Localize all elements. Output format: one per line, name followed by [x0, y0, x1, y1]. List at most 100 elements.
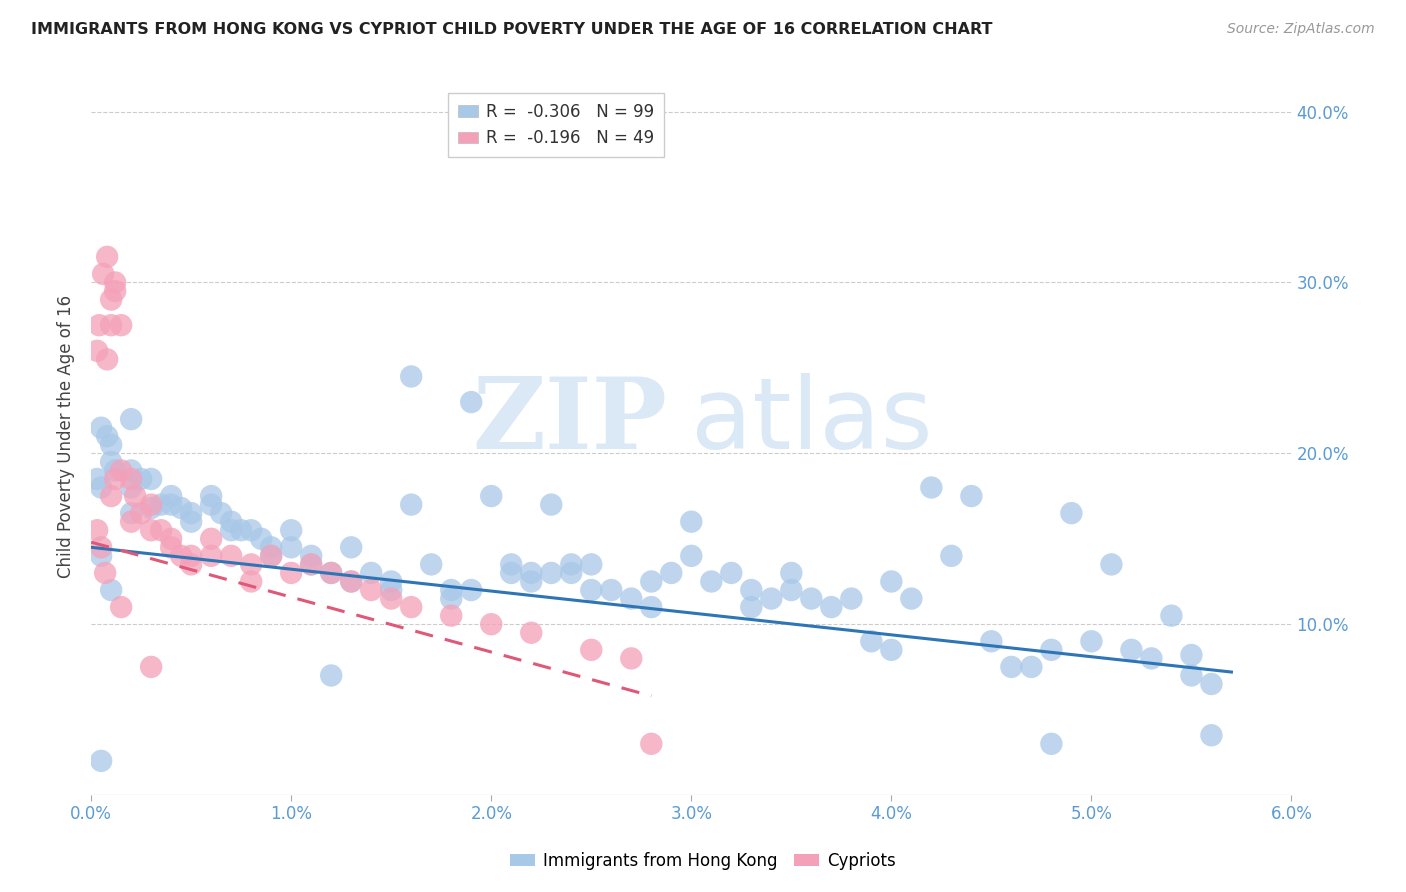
Point [260, 549, 283, 563]
Point [86, 523, 108, 537]
Point [399, 498, 422, 512]
Text: ZIP: ZIP [472, 374, 668, 470]
Point [150, 498, 173, 512]
Point [581, 643, 603, 657]
Point [581, 582, 603, 597]
Point [209, 506, 232, 520]
Point [1160, 608, 1182, 623]
Point [180, 549, 202, 563]
Point [110, 318, 132, 333]
Point [520, 566, 543, 580]
Point [280, 523, 302, 537]
Point [120, 412, 142, 426]
Point [100, 293, 122, 307]
Point [600, 582, 623, 597]
Point [100, 455, 122, 469]
Point [681, 549, 703, 563]
Point [280, 541, 302, 555]
Point [200, 549, 222, 563]
Point [100, 582, 122, 597]
Point [720, 566, 742, 580]
Point [240, 574, 263, 589]
Point [90, 541, 112, 555]
Point [141, 523, 163, 537]
Point [96, 352, 118, 367]
Point [120, 515, 142, 529]
Legend: Immigrants from Hong Kong, Cypriots: Immigrants from Hong Kong, Cypriots [503, 846, 903, 877]
Point [1121, 643, 1143, 657]
Point [460, 582, 482, 597]
Point [1201, 728, 1223, 742]
Point [150, 523, 173, 537]
Point [200, 498, 222, 512]
Point [89, 318, 111, 333]
Point [110, 463, 132, 477]
Point [100, 489, 122, 503]
Point [141, 660, 163, 674]
Point [90, 420, 112, 434]
Point [1201, 677, 1223, 691]
Point [219, 515, 242, 529]
Point [640, 574, 662, 589]
Point [160, 498, 183, 512]
Point [820, 600, 842, 615]
Point [1000, 660, 1022, 674]
Point [90, 549, 112, 563]
Point [780, 566, 803, 580]
Point [141, 501, 163, 516]
Point [120, 481, 142, 495]
Point [1099, 558, 1122, 572]
Point [960, 489, 983, 503]
Point [200, 532, 222, 546]
Point [460, 395, 482, 409]
Point [1080, 634, 1102, 648]
Point [129, 472, 152, 486]
Point [1140, 651, 1163, 665]
Point [219, 523, 242, 537]
Point [399, 369, 422, 384]
Point [90, 754, 112, 768]
Y-axis label: Child Poverty Under the Age of 16: Child Poverty Under the Age of 16 [58, 294, 75, 578]
Point [180, 506, 202, 520]
Point [520, 625, 543, 640]
Point [104, 276, 127, 290]
Point [1180, 648, 1202, 662]
Point [240, 558, 263, 572]
Point [540, 498, 562, 512]
Point [321, 566, 343, 580]
Point [94, 566, 117, 580]
Point [231, 523, 253, 537]
Point [321, 566, 343, 580]
Point [640, 737, 662, 751]
Point [86, 343, 108, 358]
Point [800, 591, 823, 606]
Point [740, 582, 762, 597]
Point [620, 651, 643, 665]
Point [841, 591, 863, 606]
Point [240, 523, 263, 537]
Point [920, 481, 942, 495]
Point [440, 582, 463, 597]
Point [780, 582, 803, 597]
Point [299, 558, 322, 572]
Point [160, 541, 183, 555]
Point [761, 591, 783, 606]
Point [86, 472, 108, 486]
Legend: R =  -0.306   N = 99, R =  -0.196   N = 49: R = -0.306 N = 99, R = -0.196 N = 49 [447, 93, 664, 157]
Point [360, 582, 382, 597]
Point [360, 566, 382, 580]
Point [479, 489, 502, 503]
Point [740, 600, 762, 615]
Point [479, 617, 502, 632]
Point [200, 489, 222, 503]
Point [340, 541, 363, 555]
Point [581, 558, 603, 572]
Point [120, 506, 142, 520]
Text: atlas: atlas [692, 374, 934, 470]
Point [560, 566, 582, 580]
Point [420, 558, 443, 572]
Point [129, 506, 152, 520]
Point [900, 591, 922, 606]
Point [340, 574, 363, 589]
Point [700, 574, 723, 589]
